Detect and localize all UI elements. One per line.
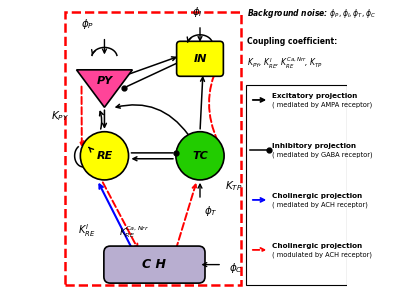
Text: C H: C H	[142, 258, 166, 271]
Text: ( mediated by AMPA receptor): ( mediated by AMPA receptor)	[272, 101, 372, 108]
Text: $\phi_C$: $\phi_C$	[230, 261, 243, 275]
Text: $K_{TP}$: $K_{TP}$	[225, 180, 243, 193]
Text: TC: TC	[192, 151, 208, 161]
FancyArrowPatch shape	[133, 157, 173, 161]
FancyArrowPatch shape	[129, 57, 176, 74]
Text: Cholinergic projection: Cholinergic projection	[272, 243, 362, 248]
Text: Inhibitory projection: Inhibitory projection	[272, 143, 356, 148]
Text: $K_{PY}$, $K_{RE}^{I}$, $K_{RE}^{Ca, Nrr}$, $K_{TP}$: $K_{PY}$, $K_{RE}^{I}$, $K_{RE}^{Ca, Nrr…	[247, 56, 323, 71]
Text: IN: IN	[193, 54, 207, 64]
Text: $K_{PY}$: $K_{PY}$	[51, 109, 69, 123]
FancyArrowPatch shape	[103, 182, 138, 248]
FancyBboxPatch shape	[104, 246, 205, 283]
Text: $\phi_I$: $\phi_I$	[192, 5, 202, 19]
FancyArrowPatch shape	[102, 110, 106, 127]
FancyArrowPatch shape	[100, 184, 132, 250]
FancyArrowPatch shape	[116, 104, 188, 134]
FancyArrowPatch shape	[127, 63, 178, 86]
Text: $\phi_T$: $\phi_T$	[204, 204, 218, 218]
Text: ( modulated by ACH receptor): ( modulated by ACH receptor)	[272, 251, 372, 258]
Text: RE: RE	[96, 151, 112, 161]
FancyArrowPatch shape	[200, 77, 204, 129]
FancyArrowPatch shape	[253, 198, 264, 202]
Text: $\phi_P$: $\phi_P$	[81, 17, 94, 31]
Text: Coupling coefficient:: Coupling coefficient:	[247, 37, 337, 46]
FancyArrowPatch shape	[209, 66, 218, 141]
Text: $K_{RE}^{Ca, Nrr}$: $K_{RE}^{Ca, Nrr}$	[119, 224, 149, 240]
FancyArrowPatch shape	[253, 98, 264, 102]
FancyArrowPatch shape	[176, 185, 196, 250]
Polygon shape	[76, 70, 132, 107]
Text: PY: PY	[96, 76, 112, 86]
Text: ( mediated by GABA receptor): ( mediated by GABA receptor)	[272, 151, 373, 158]
FancyBboxPatch shape	[177, 41, 223, 76]
FancyArrowPatch shape	[100, 111, 103, 129]
Text: Excitatory projection: Excitatory projection	[272, 93, 358, 98]
FancyArrowPatch shape	[253, 248, 264, 252]
FancyArrowPatch shape	[80, 86, 84, 145]
Text: Background noise: $\phi_P,\phi_I,\phi_T,\phi_C$: Background noise: $\phi_P,\phi_I,\phi_T,…	[247, 7, 376, 20]
Text: Cholinergic projection: Cholinergic projection	[272, 193, 362, 198]
Text: $K_{RE}^{I}$: $K_{RE}^{I}$	[78, 222, 96, 239]
Text: ( mediated by ACH receptor): ( mediated by ACH receptor)	[272, 201, 368, 208]
Circle shape	[176, 132, 224, 180]
Circle shape	[80, 132, 128, 180]
